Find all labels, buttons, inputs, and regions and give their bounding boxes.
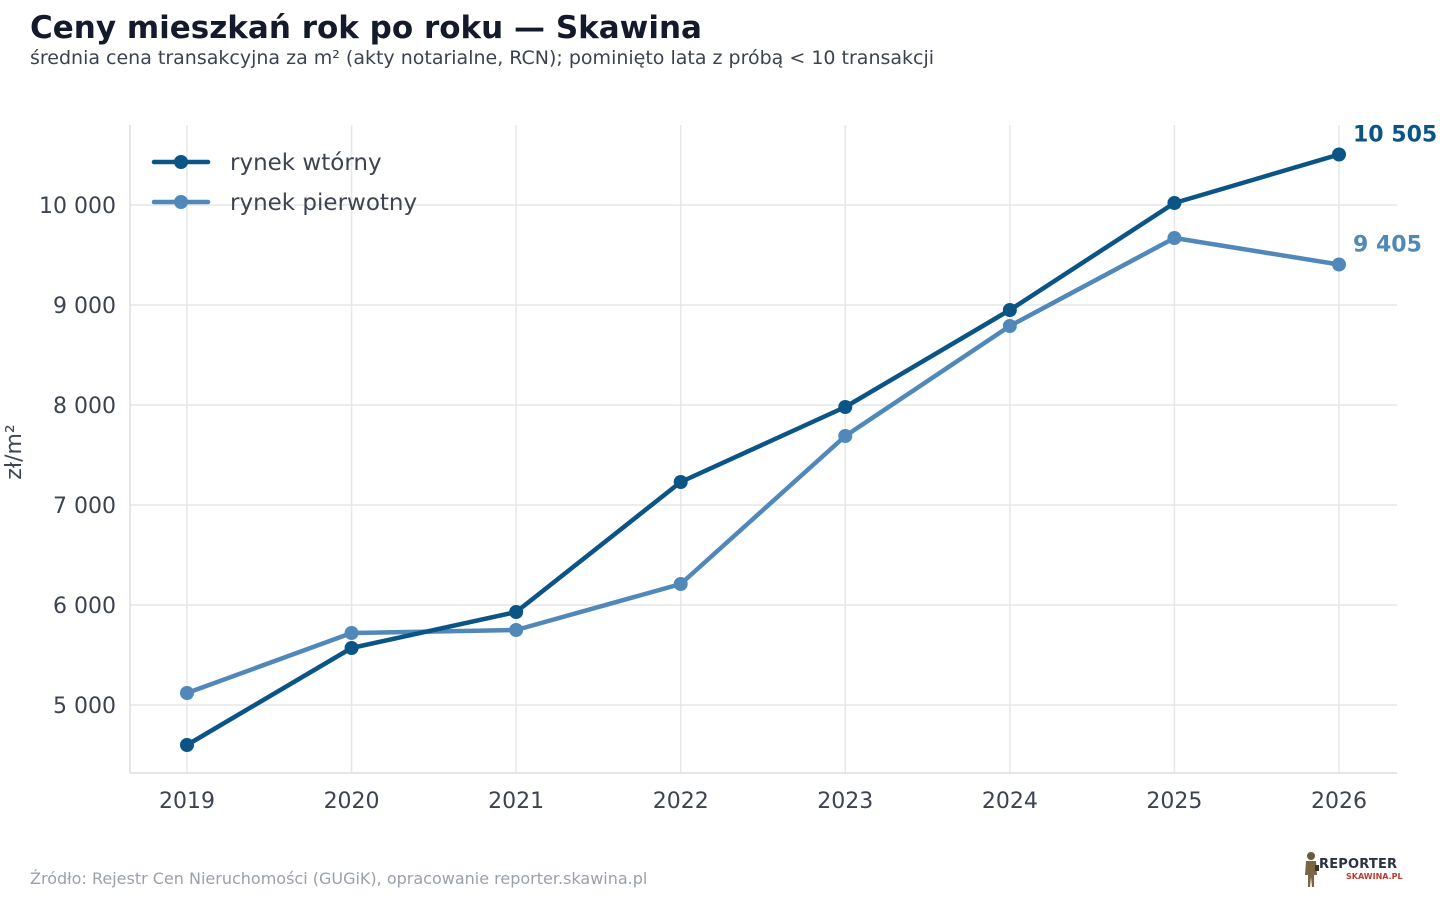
- data-point-2022: [673, 475, 688, 489]
- series-secondary-market: 10 505: [180, 123, 1437, 752]
- data-point-2024: [1002, 319, 1017, 333]
- data-point-2021: [509, 605, 524, 619]
- data-point-2022: [673, 577, 688, 591]
- source-note: Źródło: Rejestr Cen Nieruchomości (GUGiK…: [30, 869, 648, 888]
- x-tick-label-2019: 2019: [159, 789, 215, 814]
- end-value-label: 10 505: [1353, 123, 1437, 148]
- data-point-2024: [1002, 303, 1017, 317]
- data-point-2025: [1167, 231, 1182, 245]
- axes: 2019 2020 2021 2022 2023 2024 2025 2026 5 000 6 0…: [2, 125, 1397, 814]
- legend-item-primary-market: rynek pierwotny: [151, 190, 417, 216]
- data-point-2019: [180, 738, 194, 752]
- legend-label: rynek pierwotny: [230, 190, 417, 216]
- logo-text-skawina: SKAWINA.PL: [1346, 872, 1403, 881]
- x-tick-label-2020: 2020: [324, 789, 380, 814]
- grid-lines: [130, 125, 1397, 773]
- series-line: [184, 235, 1342, 696]
- data-point-2019: [180, 686, 194, 700]
- x-tick-label-2023: 2023: [817, 789, 873, 814]
- data-point-2025: [1167, 196, 1182, 210]
- series-primary-market: 9 405: [180, 231, 1422, 700]
- data-point-2020: [344, 626, 359, 640]
- y-tick-label-8000: 8 000: [53, 394, 116, 419]
- y-tick-label-7000: 7 000: [53, 494, 116, 519]
- data-point-2020: [344, 641, 359, 655]
- logo-text-reporter: REPORTER: [1319, 857, 1398, 872]
- series-group: 9 405 10 505: [180, 123, 1437, 752]
- data-point-2026: [1332, 147, 1346, 162]
- data-point-2026: [1332, 257, 1346, 272]
- chart-subtitle: średnia cena transakcyjna za m² (akty no…: [30, 47, 935, 69]
- data-point-2021: [509, 623, 524, 637]
- y-tick-label-10000: 10 000: [39, 194, 116, 219]
- data-point-2023: [838, 429, 853, 443]
- y-axis-label: zł/m²: [2, 424, 27, 479]
- legend: rynek wtórny rynek pierwotny: [151, 150, 417, 216]
- legend-swatch-marker: [174, 155, 188, 169]
- data-point-2023: [838, 400, 853, 414]
- y-tick-label-9000: 9 000: [53, 294, 116, 319]
- legend-label: rynek wtórny: [230, 150, 382, 176]
- x-tick-label-2025: 2025: [1146, 789, 1202, 814]
- end-value-label: 9 405: [1353, 233, 1422, 258]
- legend-swatch-marker: [174, 195, 188, 209]
- reporter-skawina-logo: REPORTER SKAWINA.PL: [1302, 851, 1406, 889]
- chart-title: Ceny mieszkań rok po roku — Skawina: [30, 10, 702, 46]
- y-tick-label-6000: 6 000: [53, 594, 116, 619]
- x-tick-label-2022: 2022: [653, 789, 709, 814]
- x-tick-label-2026: 2026: [1311, 789, 1367, 814]
- y-tick-label-5000: 5 000: [53, 694, 116, 719]
- series-line: [184, 152, 1342, 748]
- reporter-figure-icon: [1305, 852, 1319, 887]
- x-tick-label-2021: 2021: [488, 789, 544, 814]
- x-tick-label-2024: 2024: [982, 789, 1038, 814]
- legend-item-secondary-market: rynek wtórny: [151, 150, 382, 176]
